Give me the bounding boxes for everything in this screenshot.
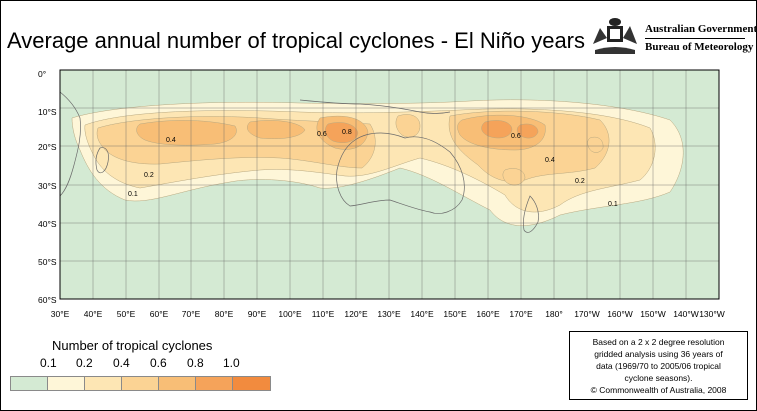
legend-tick: 1.0 [223, 356, 240, 370]
lat-label: 30°S [38, 181, 57, 191]
lon-label: 170°W [574, 309, 600, 319]
organisation-name: Australian Government Bureau of Meteorol… [645, 22, 757, 55]
legend-tick: 0.8 [187, 356, 204, 370]
madagascar-coast [95, 147, 109, 174]
lon-label: 60°E [150, 309, 169, 319]
lat-label: 40°S [38, 219, 57, 229]
legend-swatch [196, 377, 233, 390]
lon-label: 100°E [278, 309, 302, 319]
zone-0-8a [325, 122, 359, 143]
lon-label: 150°E [443, 309, 467, 319]
indonesia-coast [299, 99, 451, 114]
contour-label: 0.1 [128, 191, 138, 198]
lon-label: 150°W [640, 309, 666, 319]
legend-swatch [85, 377, 122, 390]
lat-label: 60°S [38, 295, 57, 305]
contour-label: 0.6 [317, 131, 327, 138]
contour-label: 0.8 [342, 129, 352, 136]
legend-tick: 0.2 [76, 356, 93, 370]
zone-0-8c [516, 123, 539, 139]
lon-label: 40°E [84, 309, 103, 319]
lon-label: 90°E [248, 309, 267, 319]
lon-label: 160°E [476, 309, 500, 319]
lon-label: 160°W [607, 309, 633, 319]
lat-label: 0° [38, 69, 46, 79]
legend-tick: 0.6 [150, 356, 167, 370]
lon-labels: 30°E 40°E 50°E 60°E 70°E 80°E 90°E 100°E… [51, 309, 725, 319]
gridlines [60, 70, 719, 299]
map-border [59, 69, 720, 300]
contour-zones [71, 99, 684, 226]
contour-label: 0.4 [545, 157, 555, 164]
contour-label: 0.1 [608, 201, 618, 208]
page-title: Average annual number of tropical cyclon… [7, 28, 586, 53]
legend-swatch [233, 377, 270, 390]
org-divider [645, 38, 745, 39]
legend-title: Number of tropical cyclones [52, 338, 213, 353]
contour-label: 0.2 [575, 178, 585, 185]
lat-label: 50°S [38, 257, 57, 267]
zone-0-4e [587, 136, 604, 153]
note-line: data (1969/70 to 2005/06 tropical [596, 361, 721, 371]
africa-coast [59, 91, 81, 197]
copyright-text: © Commonwealth of Australia, 2008 [590, 385, 727, 395]
contour-labels: 0.4 0.2 0.1 0.6 0.8 0.6 0.4 0.2 0.1 [128, 129, 618, 208]
lon-label: 170°E [509, 309, 533, 319]
note-line: gridded analysis using 36 years of [594, 349, 723, 359]
lon-label: 180° [545, 309, 563, 319]
contour-label: 0.6 [511, 133, 521, 140]
legend-swatch [48, 377, 85, 390]
org-line-2: Bureau of Meteorology [645, 41, 754, 53]
note-line: Based on a 2 x 2 degree resolution [592, 337, 725, 347]
lon-label: 50°E [117, 309, 136, 319]
zone-0-8b [481, 120, 513, 139]
lat-labels: 0° 10°S 20°S 30°S 40°S 50°S 60°S [38, 69, 57, 305]
note-line: cyclone seasons). [624, 373, 693, 383]
zone-0-6a [136, 120, 237, 146]
zone-0-4c [395, 114, 421, 138]
legend-tick: 0.4 [113, 356, 130, 370]
contour-label: 0.2 [144, 172, 154, 179]
lon-label: 80°E [215, 309, 234, 319]
lon-label: 140°E [410, 309, 434, 319]
legend-colorbar [10, 376, 271, 391]
legend-swatch [159, 377, 196, 390]
coastlines [59, 91, 539, 233]
lon-label: 130°W [699, 309, 725, 319]
lon-label: 110°E [312, 309, 335, 319]
legend-tick: 0.1 [40, 356, 57, 370]
nz-coast [523, 195, 539, 233]
coat-of-arms-logo [593, 18, 637, 54]
methodology-note: Based on a 2 x 2 degree resolution gridd… [569, 331, 748, 400]
lon-label: 140°W [673, 309, 699, 319]
legend-swatch [11, 377, 48, 390]
zone-0-6b [247, 120, 306, 139]
legend-swatch [122, 377, 159, 390]
lat-label: 20°S [38, 142, 57, 152]
lon-label: 70°E [182, 309, 201, 319]
contour-label: 0.4 [166, 137, 176, 144]
lon-label: 130°E [377, 309, 401, 319]
australia-coast [336, 132, 465, 214]
lon-label: 120°E [344, 309, 368, 319]
lon-label: 30°E [51, 309, 70, 319]
org-line-1: Australian Government [645, 23, 757, 35]
lat-label: 10°S [38, 107, 57, 117]
